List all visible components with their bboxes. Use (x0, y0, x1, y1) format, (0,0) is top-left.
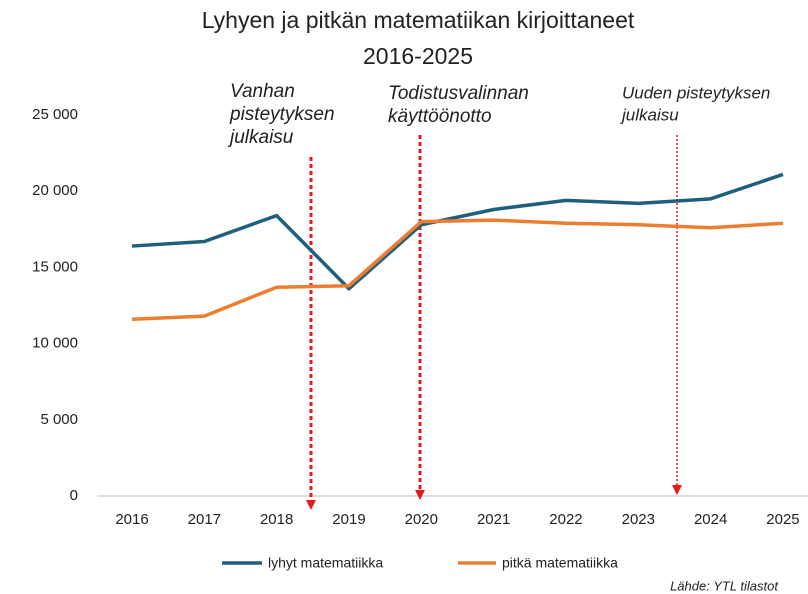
annotation-text: Todistusvalinnan (388, 83, 529, 104)
arrow-head (306, 500, 316, 510)
annotation-text: Uuden pisteytyksen (622, 83, 770, 102)
annotation-text: julkaisu (620, 105, 679, 124)
annotation-text: julkaisu (227, 127, 294, 148)
arrow-head (415, 490, 425, 500)
y-tick-label: 25 000 (32, 106, 78, 123)
x-tick-label: 2019 (332, 511, 365, 528)
chart-title: 2016-2025 (363, 43, 473, 69)
annotation-text: käyttöönotto (388, 106, 492, 127)
x-tick-label: 2023 (622, 511, 655, 528)
legend-label: pitkä matematiikka (502, 555, 618, 571)
x-tick-label: 2021 (477, 511, 510, 528)
annotation-text: pisteytyksen (229, 104, 335, 125)
y-tick-label: 5 000 (40, 411, 78, 428)
arrow-head (672, 485, 682, 495)
annotation-text: Vanhan (230, 81, 295, 102)
x-tick-label: 2018 (260, 511, 293, 528)
y-tick-label: 0 (70, 487, 78, 504)
y-tick-label: 10 000 (32, 335, 78, 352)
line-series (131, 218, 784, 321)
x-tick-label: 2024 (694, 511, 727, 528)
y-tick-label: 15 000 (32, 258, 78, 275)
x-tick-label: 2025 (766, 511, 799, 528)
source: Lähde: YTL tilastot (670, 578, 779, 593)
y-tick-label: 20 000 (32, 182, 78, 199)
x-tick-label: 2020 (405, 511, 438, 528)
chart-title: Lyhyen ja pitkän matematiikan kirjoittan… (202, 7, 635, 33)
x-tick-label: 2016 (115, 511, 148, 528)
line-series (131, 172, 784, 291)
legend-label: lyhyt matematiikka (268, 555, 383, 571)
x-tick-label: 2017 (188, 511, 221, 528)
x-tick-label: 2022 (549, 511, 582, 528)
